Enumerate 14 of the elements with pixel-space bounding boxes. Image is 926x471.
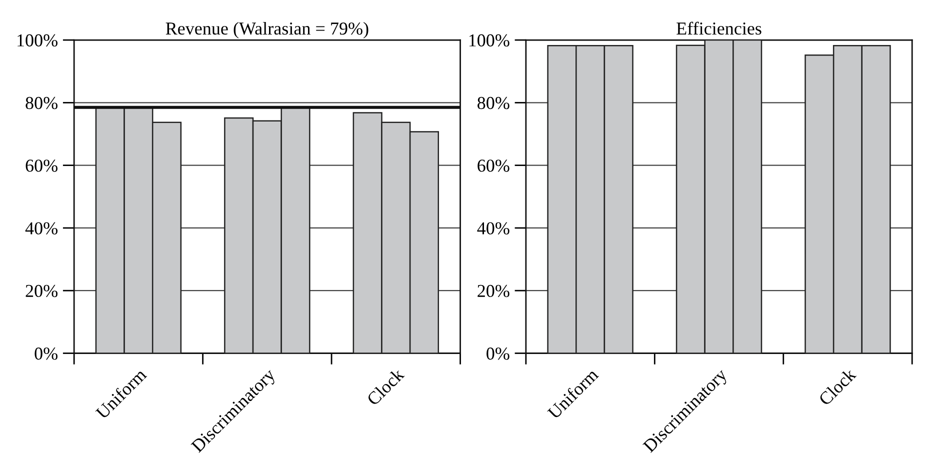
chart-title: Efficiencies [676,22,762,35]
y-tick-label: 40% [477,222,510,234]
y-tick-label: 20% [26,284,58,298]
y-tick-label: 80% [26,96,58,110]
y-tick-label: 0% [486,348,510,360]
y-tick-label: 60% [26,160,58,172]
y-tick-label: 100% [18,34,58,47]
y-tick-label: 80% [478,96,510,110]
y-tick-label: 100% [469,34,510,47]
y-tick-label: 40% [25,222,58,234]
y-tick-label: 20% [478,284,510,298]
y-tick-label: 0% [34,348,58,360]
chart-title: Revenue (Walrasian = 79%) [166,22,368,38]
y-tick-label: 60% [478,160,510,172]
